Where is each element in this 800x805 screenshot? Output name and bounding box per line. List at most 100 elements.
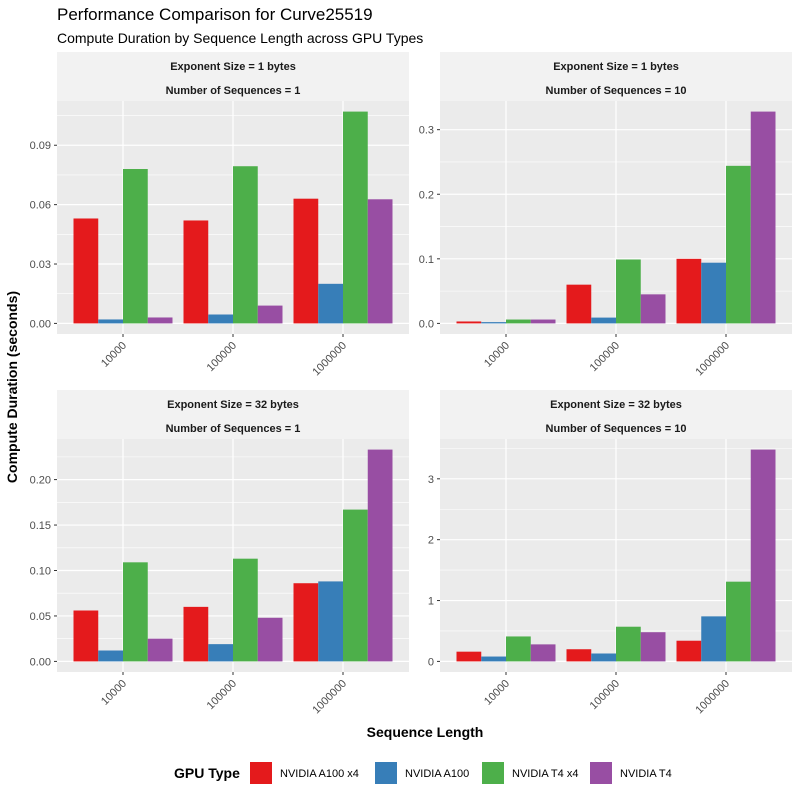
bar-nvidia-a100-x4-100000 [566, 284, 592, 324]
bar-nvidia-t4-x4-1000000 [343, 509, 368, 662]
y-tick-label: 0.00 [30, 656, 51, 668]
strip-background [57, 390, 409, 439]
panel-4: Exponent Size = 32 bytes Number of Sequen… [428, 390, 792, 716]
bar-nvidia-t4-x4-100000 [233, 166, 258, 324]
legend-swatch [590, 762, 612, 784]
bar-nvidia-t4-x4-1000000 [343, 111, 368, 324]
bar-nvidia-t4-1000000 [367, 449, 393, 662]
strip-label: Exponent Size = 32 bytes [550, 399, 682, 411]
bar-nvidia-t4-x4-1000000 [726, 165, 751, 324]
bar-nvidia-a100-10000 [98, 650, 123, 662]
legend-swatch [375, 762, 397, 784]
y-tick-label: 0.2 [419, 189, 434, 201]
panel-3: Exponent Size = 32 bytes Number of Sequen… [30, 390, 409, 716]
bar-nvidia-a100-100000 [208, 644, 233, 662]
bar-nvidia-t4-1000000 [750, 111, 776, 324]
y-tick-label: 0.06 [30, 200, 51, 212]
bar-nvidia-a100-x4-100000 [183, 220, 209, 324]
y-tick-label: 0.15 [30, 520, 51, 532]
bar-nvidia-t4-x4-1000000 [726, 581, 751, 662]
bar-nvidia-a100-x4-10000 [73, 218, 99, 324]
panels: Exponent Size = 1 bytes Number of Sequenc… [30, 52, 792, 716]
x-tick-label: 100000 [588, 340, 622, 374]
y-tick-label: 0.20 [30, 475, 51, 487]
bar-nvidia-a100-100000 [591, 317, 616, 324]
bar-nvidia-t4-x4-100000 [233, 558, 258, 662]
y-tick-label: 0.00 [30, 318, 51, 330]
bar-nvidia-a100-x4-1000000 [293, 198, 319, 324]
y-tick-label: 0.0 [419, 318, 434, 330]
legend-swatch [482, 762, 504, 784]
bar-nvidia-a100-10000 [98, 319, 123, 324]
bar-nvidia-a100-1000000 [318, 283, 343, 324]
x-tick-label: 1000000 [693, 678, 732, 717]
bar-nvidia-t4-100000 [640, 294, 666, 324]
bar-nvidia-t4-10000 [530, 644, 556, 662]
bar-nvidia-a100-x4-100000 [183, 606, 209, 662]
x-axis-label: Sequence Length [367, 724, 484, 740]
legend-swatch [250, 762, 272, 784]
bar-nvidia-a100-x4-1000000 [676, 258, 702, 324]
strip-background [440, 52, 792, 101]
x-tick-label: 10000 [482, 678, 512, 708]
y-tick-label: 0.10 [30, 566, 51, 578]
y-tick-label: 0.05 [30, 611, 51, 623]
y-tick-label: 2 [428, 535, 434, 547]
x-tick-label: 10000 [99, 340, 129, 370]
bar-nvidia-t4-x4-10000 [506, 319, 531, 324]
bar-nvidia-t4-100000 [257, 617, 283, 662]
bar-nvidia-a100-100000 [591, 653, 616, 662]
bar-nvidia-a100-1000000 [701, 616, 726, 662]
legend: GPU Type NVIDIA A100 x4 NVIDIA A100 NVIDIA… [174, 762, 672, 784]
strip-label: Number of Sequences = 1 [166, 423, 301, 435]
bar-nvidia-a100-x4-1000000 [293, 583, 319, 662]
y-axis-label: Compute Duration (seconds) [4, 291, 20, 483]
y-tick-label: 0.1 [419, 254, 434, 266]
y-tick-label: 0.3 [419, 125, 434, 137]
bar-nvidia-a100-x4-10000 [456, 651, 482, 662]
strip-label: Exponent Size = 1 bytes [170, 61, 296, 73]
x-tick-label: 1000000 [310, 340, 349, 379]
bar-nvidia-t4-x4-10000 [123, 562, 148, 662]
bar-nvidia-t4-100000 [640, 632, 666, 662]
bar-nvidia-t4-x4-10000 [506, 636, 531, 662]
bar-nvidia-a100-x4-100000 [566, 649, 592, 662]
y-tick-label: 0.09 [30, 140, 51, 152]
panel-2: Exponent Size = 1 bytes Number of Sequenc… [419, 52, 792, 378]
bar-nvidia-a100-100000 [208, 314, 233, 324]
x-tick-label: 1000000 [310, 678, 349, 717]
bar-nvidia-a100-x4-10000 [456, 321, 482, 324]
x-tick-label: 10000 [99, 678, 129, 708]
bar-nvidia-t4-1000000 [367, 199, 393, 324]
bar-nvidia-t4-10000 [530, 319, 556, 324]
strip-label: Number of Sequences = 1 [166, 85, 301, 97]
y-tick-label: 0.03 [30, 259, 51, 271]
bar-nvidia-t4-10000 [147, 638, 173, 662]
bar-nvidia-a100-x4-1000000 [676, 640, 702, 662]
bar-nvidia-a100-1000000 [318, 581, 343, 662]
bar-nvidia-a100-x4-10000 [73, 610, 99, 662]
strip-label: Exponent Size = 32 bytes [167, 399, 299, 411]
legend-label: NVIDIA T4 x4 [512, 768, 578, 780]
bar-nvidia-t4-x4-100000 [616, 259, 641, 324]
bar-nvidia-t4-1000000 [750, 449, 776, 662]
x-tick-label: 100000 [205, 340, 239, 374]
bar-nvidia-t4-x4-10000 [123, 168, 148, 324]
y-tick-label: 1 [428, 596, 434, 608]
chart-title: Performance Comparison for Curve25519 [57, 5, 373, 24]
x-tick-label: 100000 [205, 678, 239, 712]
bar-nvidia-t4-100000 [257, 305, 283, 324]
bar-nvidia-a100-10000 [481, 322, 506, 324]
x-tick-label: 1000000 [693, 340, 732, 379]
y-tick-label: 3 [428, 474, 434, 486]
bar-nvidia-a100-1000000 [701, 262, 726, 324]
strip-label: Exponent Size = 1 bytes [553, 61, 679, 73]
x-tick-label: 10000 [482, 340, 512, 370]
strip-background [440, 390, 792, 439]
chart-subtitle: Compute Duration by Sequence Length acro… [57, 30, 423, 46]
bar-nvidia-t4-10000 [147, 317, 173, 324]
y-tick-label: 0 [428, 656, 434, 668]
strip-label: Number of Sequences = 10 [546, 423, 687, 435]
legend-title: GPU Type [174, 765, 240, 781]
